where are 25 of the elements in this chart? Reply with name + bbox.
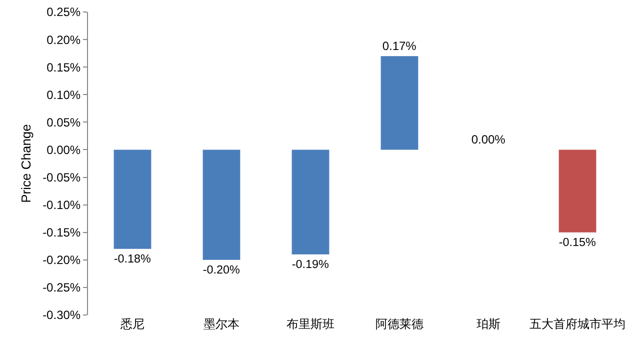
y-tick-label: -0.25% xyxy=(42,280,81,295)
x-tick-label: 阿德莱德 xyxy=(376,317,424,331)
y-tick-label: 0.10% xyxy=(46,88,81,102)
data-label: 0.00% xyxy=(471,132,506,147)
x-tick-label: 珀斯 xyxy=(476,317,500,331)
y-tick-label: 0.05% xyxy=(46,115,81,130)
y-tick-label: 0.20% xyxy=(46,32,81,47)
x-tick-label: 悉尼 xyxy=(120,317,144,331)
y-tick-label: -0.15% xyxy=(42,226,81,240)
data-label: -0.15% xyxy=(558,236,596,250)
x-tick-label: 五大首府城市平均 xyxy=(530,317,626,331)
x-tick-label: 布里斯班 xyxy=(286,317,334,331)
data-label: -0.18% xyxy=(114,252,151,266)
data-label: -0.20% xyxy=(202,264,240,277)
y-tick-label: -0.05% xyxy=(42,170,81,184)
x-tick-label: 墨尔本 xyxy=(204,317,240,331)
data-label: 0.17% xyxy=(382,39,417,54)
y-tick-label: -0.20% xyxy=(42,253,81,268)
y-tick-label: -0.30% xyxy=(42,308,81,322)
y-tick-label: 0.15% xyxy=(46,60,81,74)
y-tick-label: 0.00% xyxy=(46,142,81,157)
y-axis-title: Price Change xyxy=(18,124,34,203)
y-tick-label: 0.25% xyxy=(46,5,81,20)
y-tick-label: -0.10% xyxy=(42,198,81,212)
data-label: -0.19% xyxy=(292,258,329,272)
